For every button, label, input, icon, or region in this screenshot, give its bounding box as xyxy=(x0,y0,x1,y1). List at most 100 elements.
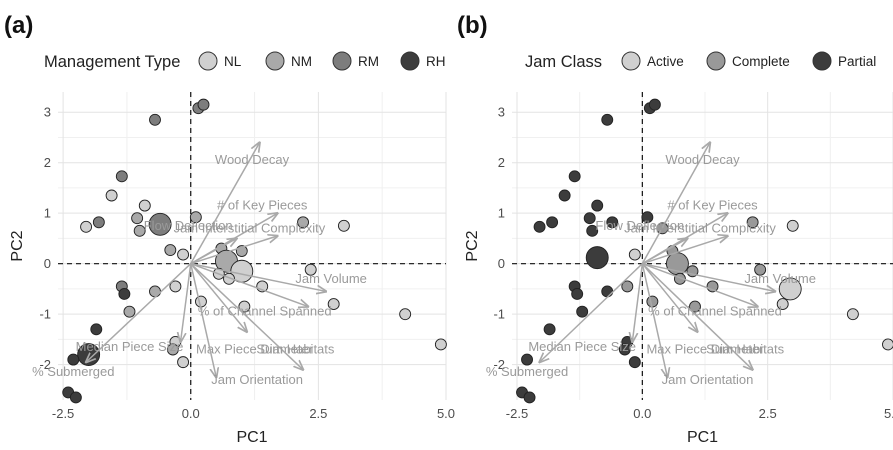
loading-arrow xyxy=(641,238,687,265)
data-point xyxy=(399,308,412,321)
data-point xyxy=(67,353,80,366)
data-point xyxy=(778,277,802,301)
data-point xyxy=(238,300,251,313)
x-tick-label: -2.5 xyxy=(506,406,528,421)
data-point xyxy=(118,288,131,300)
legend-title: Jam Class xyxy=(525,53,602,71)
vector-label: Sum Habitats xyxy=(256,342,335,357)
data-point xyxy=(628,248,641,261)
data-point xyxy=(641,211,654,224)
data-point xyxy=(523,391,536,404)
vector-label: Jam Interstitial Complexity xyxy=(174,220,326,235)
y-tick-label: 3 xyxy=(44,105,51,120)
loading-arrow xyxy=(540,263,643,362)
data-point xyxy=(327,298,340,311)
data-point xyxy=(123,305,136,318)
data-point xyxy=(568,170,581,183)
loading-arrow xyxy=(190,262,326,292)
loading-arrow xyxy=(642,236,727,265)
data-point xyxy=(591,199,604,212)
data-point xyxy=(69,391,82,404)
data-point xyxy=(149,285,161,298)
legend-key xyxy=(621,51,641,71)
loading-arrow xyxy=(642,262,757,307)
vector-label: Median Piece Size xyxy=(76,339,184,354)
data-point xyxy=(882,338,893,351)
data-point xyxy=(571,288,584,300)
loading-arrow xyxy=(190,142,260,265)
x-tick-label: -2.5 xyxy=(52,406,74,421)
data-point xyxy=(601,285,614,298)
data-point xyxy=(138,199,151,212)
loading-arrow xyxy=(86,263,192,362)
x-tick-label: 0.0 xyxy=(182,406,200,421)
data-point xyxy=(80,220,93,233)
data-point xyxy=(434,338,447,351)
vector-label: Flow Deflection xyxy=(595,218,684,233)
data-point xyxy=(558,189,571,202)
data-point xyxy=(586,224,599,237)
vector-label: % of Channel Spanned xyxy=(198,304,332,319)
y-tick-label: -2 xyxy=(493,357,505,372)
loading-vectors-layer: Wood Decay # of Key Pieces Flow Deflection… xyxy=(32,142,367,387)
loading-vectors-layer: Wood Decay # of Key Pieces Flow Deflection… xyxy=(486,142,816,387)
y-tick-label: 3 xyxy=(498,105,505,120)
x-axis-label: PC1 xyxy=(236,429,267,446)
legend-label: NM xyxy=(291,54,312,69)
vector-label: Jam Volume xyxy=(295,271,367,286)
chart-panel-b: (b) Jam Class Active Complete Partial -2.5 0.0… xyxy=(457,12,893,446)
data-point xyxy=(166,343,179,356)
data-point xyxy=(576,305,589,318)
data-point xyxy=(177,248,190,261)
data-point xyxy=(521,353,533,366)
data-point xyxy=(648,98,661,111)
vector-label: Wood Decay xyxy=(215,152,290,167)
data-point xyxy=(628,356,641,369)
legend-label: Active xyxy=(647,54,684,69)
vector-label: Jam Volume xyxy=(744,271,816,286)
data-point xyxy=(583,212,596,225)
loading-arrow xyxy=(641,142,710,265)
loading-arrow xyxy=(632,263,644,342)
data-point xyxy=(189,211,202,224)
legend-label: NL xyxy=(224,54,242,69)
vector-label: Median Piece Size xyxy=(528,339,636,354)
loading-arrow xyxy=(642,262,775,292)
data-point xyxy=(177,356,190,369)
legend-key xyxy=(400,51,420,71)
loading-arrow xyxy=(190,262,308,307)
y-tick-label: 2 xyxy=(44,155,51,170)
x-tick-label: 5.0 xyxy=(884,406,893,421)
y-tick-label: 1 xyxy=(44,206,51,221)
panel-label: (a) xyxy=(4,12,33,39)
loading-arrow xyxy=(190,263,303,370)
legend-key xyxy=(265,51,285,71)
vector-label: Wood Decay xyxy=(665,152,740,167)
data-point xyxy=(601,113,614,126)
data-point xyxy=(546,216,559,229)
data-point xyxy=(90,323,103,336)
data-point xyxy=(148,212,172,236)
data-point xyxy=(585,246,609,270)
legend-key xyxy=(706,51,726,71)
chart-panel-a: (a) Management Type NL NM RM RH -2.5 0.0 2.5 5.0 -… xyxy=(4,12,455,446)
legend-key xyxy=(812,51,832,71)
loading-arrow xyxy=(190,263,217,378)
vector-label: Sum Habitats xyxy=(706,342,785,357)
vector-label: Flow Deflection xyxy=(144,218,233,233)
x-tick-label: 2.5 xyxy=(309,406,327,421)
y-axis-label: PC2 xyxy=(9,230,26,261)
points-layer xyxy=(516,98,893,404)
data-point xyxy=(304,263,317,276)
data-point xyxy=(786,219,799,232)
data-point xyxy=(754,263,767,276)
y-tick-label: 0 xyxy=(44,256,51,271)
y-tick-label: -1 xyxy=(493,307,505,322)
legend-key xyxy=(332,51,352,71)
y-tick-label: 0 xyxy=(498,256,505,271)
data-point xyxy=(618,343,631,356)
data-point xyxy=(169,280,182,293)
data-point xyxy=(543,323,556,336)
data-point xyxy=(164,244,177,256)
